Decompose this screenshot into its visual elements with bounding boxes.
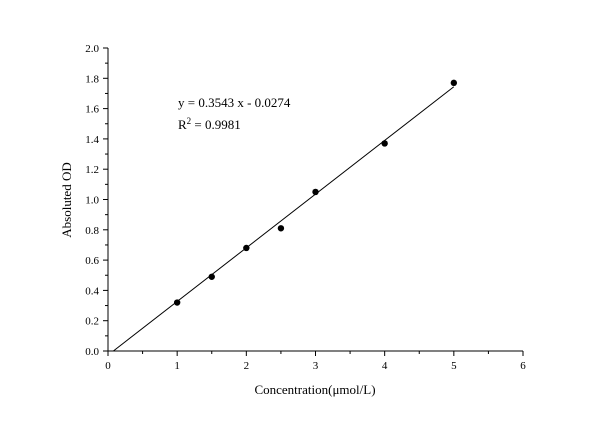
y-tick-label: 1.2	[85, 164, 99, 176]
axes: 0 1 2 3 4 5 6 0.0 0.2 0.4 0.6 0.8 1.0 1.2 1.4 1.6 1.8 2.0	[85, 43, 526, 372]
fit-line-group	[113, 86, 455, 352]
y-tick-label: 1.4	[85, 134, 99, 146]
y-tick-label: 0.6	[85, 255, 99, 267]
r-squared-annotation: R2 = 0.9981	[178, 116, 241, 132]
y-tick-label: 1.8	[85, 73, 99, 85]
x-tick-label: 3	[313, 360, 319, 372]
y-axis-title: Absoluted OD	[59, 162, 74, 237]
y-tick-label: 1.0	[85, 195, 99, 207]
data-point	[450, 79, 458, 87]
data-point	[381, 140, 388, 147]
data-point	[277, 225, 285, 232]
equation-annotation: y = 0.3543 x - 0.0274	[178, 95, 291, 110]
x-tick-label: 4	[382, 360, 388, 372]
r-squared-letter: R	[178, 117, 187, 132]
data-point	[312, 188, 319, 196]
data-point	[208, 273, 215, 280]
x-tick-label: 6	[520, 360, 526, 372]
data-point	[173, 299, 181, 306]
y-tick-label: 0.8	[85, 225, 99, 237]
y-tick-label: 0.0	[85, 346, 99, 358]
x-tick-label: 1	[174, 360, 180, 372]
r-squared-value: = 0.9981	[191, 117, 241, 132]
r-squared-superscript: 2	[187, 116, 192, 126]
data-point	[243, 244, 250, 252]
y-tick-label: 1.6	[85, 104, 99, 116]
x-tick-label: 0	[105, 360, 111, 372]
x-tick-label: 5	[451, 360, 457, 372]
regression-line	[113, 86, 455, 352]
data-points	[173, 79, 458, 306]
x-tick-label: 2	[244, 360, 250, 372]
y-tick-label: 0.4	[85, 285, 99, 297]
y-tick-label: 0.2	[85, 316, 99, 328]
y-tick-label: 2.0	[85, 43, 99, 55]
x-axis-title: Concentration(μmol/L)	[254, 382, 375, 397]
